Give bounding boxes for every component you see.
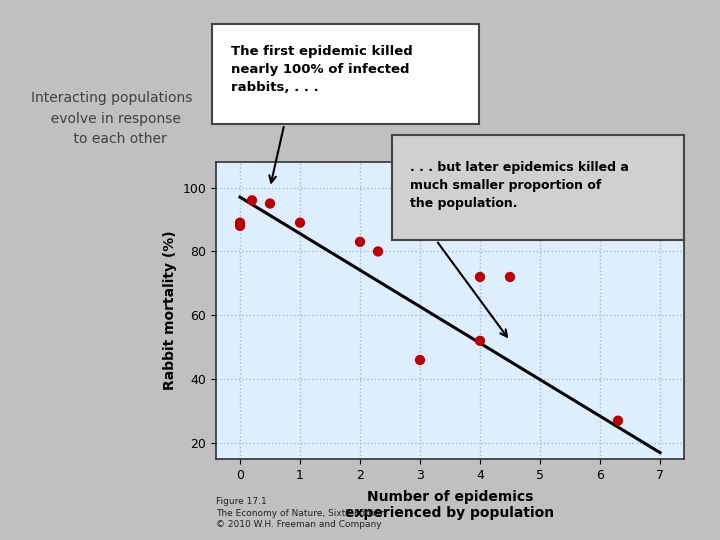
Point [372, 247, 384, 256]
Point [504, 273, 516, 281]
Text: Interacting populations
  evolve in response
    to each other: Interacting populations evolve in respon… [31, 91, 192, 146]
Text: . . . but later epidemics killed a
much smaller proportion of
the population.: . . . but later epidemics killed a much … [410, 161, 629, 210]
Point [414, 356, 426, 364]
X-axis label: Number of epidemics
experienced by population: Number of epidemics experienced by popul… [346, 490, 554, 520]
Point [234, 221, 246, 230]
Point [294, 218, 306, 227]
Text: The first epidemic killed
nearly 100% of infected
rabbits, . . .: The first epidemic killed nearly 100% of… [231, 45, 413, 94]
Text: Figure 17.1
The Economy of Nature, Sixth Edition
© 2010 W.H. Freeman and Company: Figure 17.1 The Economy of Nature, Sixth… [216, 497, 385, 529]
Y-axis label: Rabbit mortality (%): Rabbit mortality (%) [163, 231, 177, 390]
Point [474, 336, 486, 345]
Point [612, 416, 624, 425]
Point [354, 238, 366, 246]
Point [474, 273, 486, 281]
Point [264, 199, 276, 208]
Point [246, 196, 258, 205]
Point [234, 218, 246, 227]
